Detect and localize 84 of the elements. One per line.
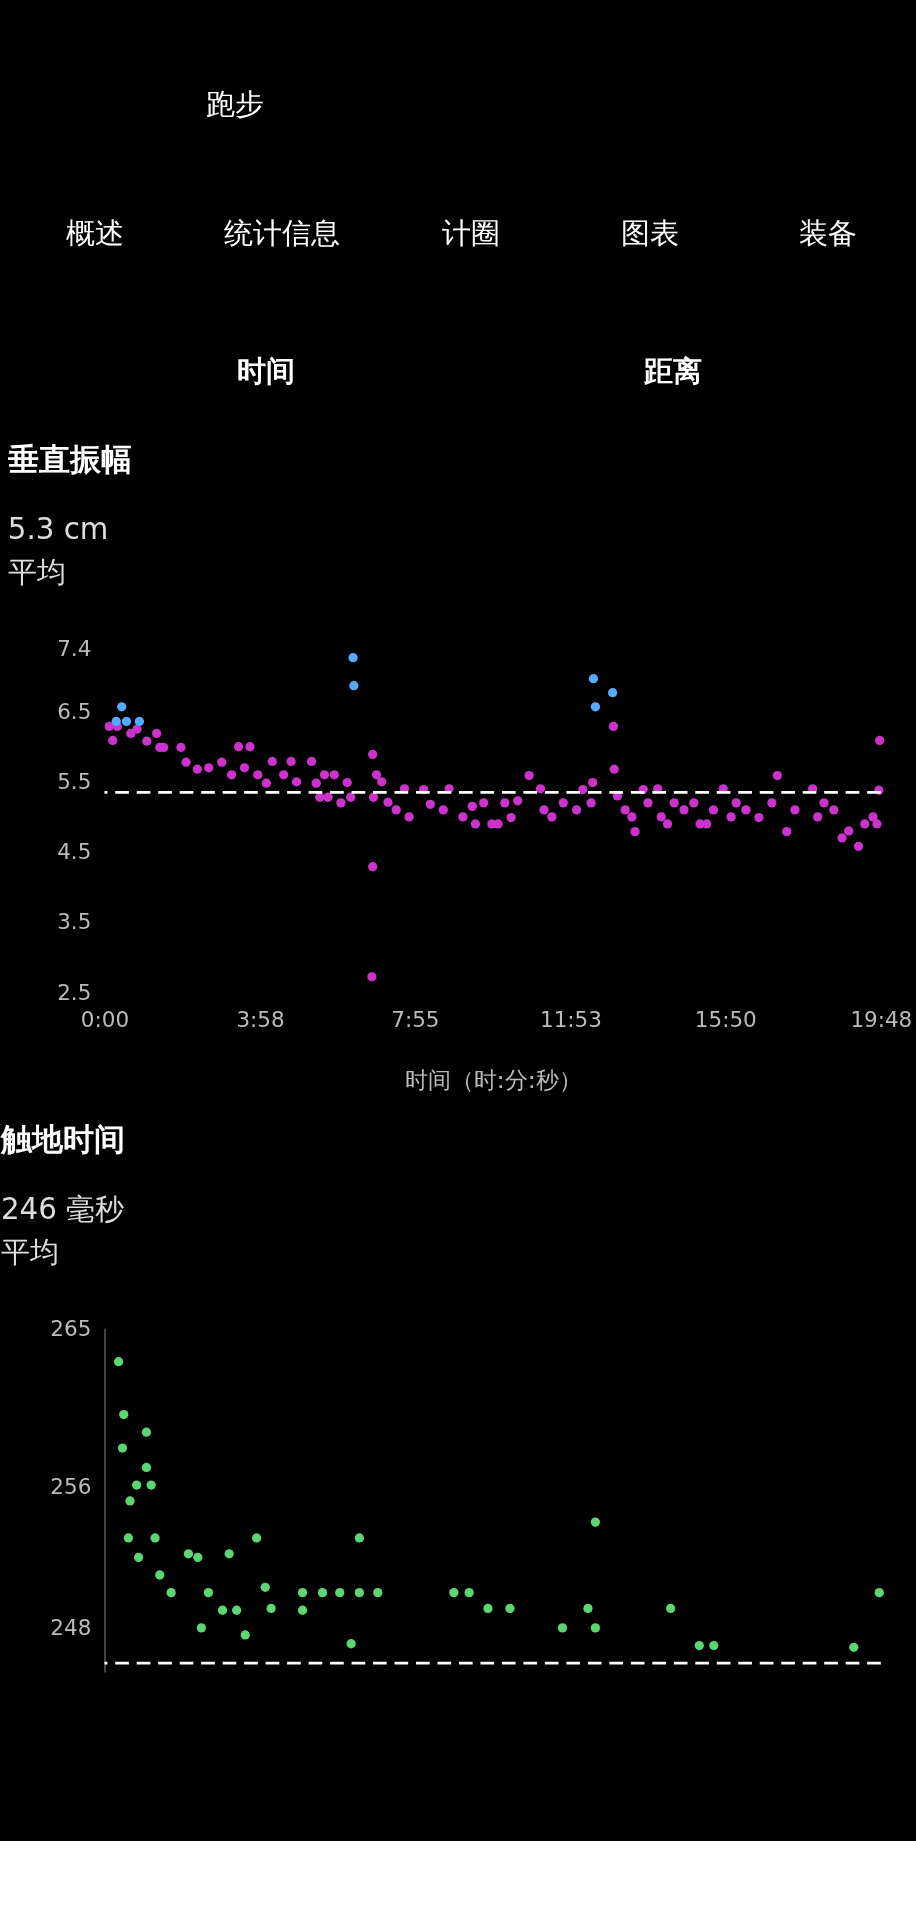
x-tick-label: 19:48: [850, 1006, 913, 1032]
y-tick-label: 2.5: [57, 979, 92, 1005]
point: [196, 1623, 206, 1633]
point: [123, 1533, 134, 1543]
y-tick-label: 5.5: [57, 769, 92, 795]
point: [608, 688, 618, 698]
x-tick-label: 15:50: [694, 1006, 757, 1032]
point: [113, 1357, 124, 1367]
point: [166, 1588, 176, 1598]
point: [335, 1588, 345, 1598]
x-axis-title: 时间（时:分:秒）: [404, 1066, 582, 1095]
point: [232, 1605, 242, 1615]
point: [349, 681, 359, 691]
point: [583, 1603, 593, 1614]
point: [694, 1640, 704, 1651]
y-tick-label: 256: [50, 1474, 92, 1500]
chart-title: 垂直振幅: [6, 440, 132, 477]
y-tick-label: 265: [50, 1315, 92, 1341]
point: [193, 1552, 203, 1562]
point: [464, 1588, 474, 1598]
x-tick-label: 3:58: [236, 1006, 285, 1032]
x-tick-label: 11:53: [539, 1006, 602, 1032]
y-tick-label: 248: [50, 1615, 92, 1641]
text: 时间: [236, 353, 295, 388]
point: [354, 1588, 364, 1598]
point: [111, 716, 121, 727]
point: [217, 1605, 228, 1615]
point: [133, 1552, 144, 1562]
point: [483, 1603, 493, 1614]
point: [224, 1549, 234, 1559]
text: 5.3 cm: [7, 512, 109, 547]
point: [183, 1549, 194, 1559]
point: [874, 1588, 884, 1598]
point: [141, 1462, 152, 1473]
point: [346, 1639, 356, 1649]
point: [590, 1517, 601, 1527]
text: 图表: [621, 216, 680, 251]
point: [203, 1588, 214, 1598]
point: [150, 1533, 160, 1543]
point: [666, 1603, 676, 1614]
point: [260, 1582, 270, 1592]
text: 计圈: [441, 216, 500, 251]
point: [557, 1623, 568, 1633]
y-tick-label: 7.4: [57, 635, 92, 661]
point: [373, 1588, 383, 1598]
point: [849, 1642, 859, 1652]
point: [132, 1480, 142, 1490]
point: [590, 1623, 601, 1633]
text: 装备: [799, 216, 858, 251]
point: [709, 1640, 719, 1651]
text: 统计信息: [224, 216, 341, 251]
text: 平均: [0, 1234, 59, 1269]
chart-title: 触地时间: [0, 1120, 125, 1157]
point: [125, 1496, 135, 1506]
point: [155, 1570, 165, 1580]
text: 距离: [642, 353, 702, 388]
text: 平均: [7, 555, 66, 590]
point: [588, 674, 599, 684]
x-tick-label: 7:55: [391, 1006, 440, 1032]
y-tick-label: 4.5: [57, 839, 92, 865]
point: [121, 716, 132, 727]
point: [505, 1603, 515, 1614]
point: [251, 1533, 262, 1543]
point: [297, 1588, 308, 1598]
point: [348, 653, 358, 663]
point: [117, 1443, 128, 1453]
y-tick-label: 3.5: [57, 909, 92, 935]
y-tick-label: 6.5: [57, 698, 92, 724]
x-tick-label: 0:00: [80, 1006, 130, 1032]
text: 246 毫秒: [0, 1191, 125, 1226]
point: [449, 1588, 459, 1598]
point: [317, 1588, 328, 1598]
text: 跑步: [206, 87, 265, 122]
point: [297, 1605, 308, 1615]
point: [134, 716, 145, 727]
point: [590, 702, 601, 712]
point: [117, 702, 127, 712]
point: [266, 1603, 276, 1614]
text: 概述: [65, 216, 124, 251]
point: [240, 1630, 250, 1640]
point: [119, 1409, 129, 1420]
point: [146, 1480, 156, 1490]
point: [141, 1427, 152, 1437]
point: [354, 1533, 364, 1543]
